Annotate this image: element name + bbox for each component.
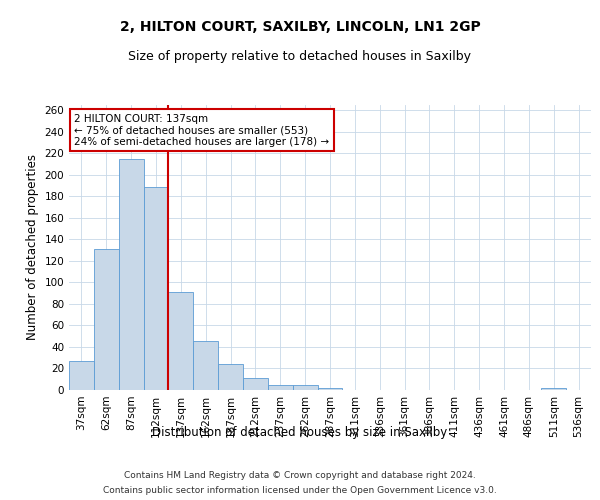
Bar: [268, 384, 293, 390]
Text: 2, HILTON COURT, SAXILBY, LINCOLN, LN1 2GP: 2, HILTON COURT, SAXILBY, LINCOLN, LN1 2…: [119, 20, 481, 34]
Bar: [293, 384, 317, 390]
Bar: [143, 186, 169, 390]
Bar: [119, 159, 143, 390]
Text: 2 HILTON COURT: 137sqm
← 75% of detached houses are smaller (553)
24% of semi-de: 2 HILTON COURT: 137sqm ← 75% of detached…: [74, 114, 329, 147]
Bar: [243, 378, 268, 390]
Text: Distribution of detached houses by size in Saxilby: Distribution of detached houses by size …: [152, 426, 448, 439]
Bar: [218, 364, 243, 390]
Text: Size of property relative to detached houses in Saxilby: Size of property relative to detached ho…: [128, 50, 472, 63]
Bar: [193, 340, 218, 390]
Bar: [317, 388, 343, 390]
Bar: [69, 361, 94, 390]
Bar: [541, 388, 566, 390]
Y-axis label: Number of detached properties: Number of detached properties: [26, 154, 39, 340]
Bar: [94, 249, 119, 390]
Text: Contains public sector information licensed under the Open Government Licence v3: Contains public sector information licen…: [103, 486, 497, 495]
Text: Contains HM Land Registry data © Crown copyright and database right 2024.: Contains HM Land Registry data © Crown c…: [124, 471, 476, 480]
Bar: [169, 292, 193, 390]
